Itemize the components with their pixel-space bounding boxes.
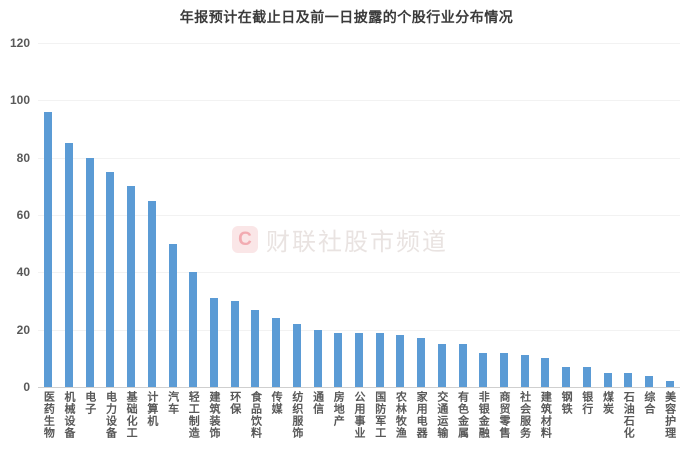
bar (520, 355, 529, 387)
x-axis-label: 通信 (311, 391, 324, 415)
bar (313, 329, 322, 387)
y-axis-tick-label: 120 (9, 36, 30, 50)
y-axis-tick-label: 20 (16, 322, 30, 337)
x-axis-label: 公用事业 (352, 391, 365, 439)
x-axis-label: 国防军工 (373, 391, 386, 439)
x-axis-label: 汽车 (166, 391, 179, 415)
gridline (38, 100, 680, 102)
bar (334, 332, 343, 387)
x-axis-label: 医药生物 (42, 391, 55, 439)
x-axis-label: 社会服务 (518, 391, 531, 439)
bar (499, 352, 508, 387)
bar (106, 172, 115, 387)
bar (417, 338, 426, 387)
bar (541, 358, 550, 387)
x-axis-label: 非银金融 (477, 391, 490, 439)
bar (147, 200, 156, 387)
bar (210, 298, 219, 387)
x-axis-label: 农林牧渔 (394, 391, 407, 439)
bar (44, 111, 53, 387)
x-axis-label: 美容护理 (663, 391, 676, 439)
bar (665, 381, 674, 387)
bar (355, 332, 363, 387)
gridline (38, 272, 680, 274)
bar (168, 243, 177, 387)
bar (189, 272, 198, 387)
gridline (38, 329, 680, 331)
watermark: C 财联社股市频道 (232, 222, 448, 257)
x-axis-line (38, 387, 680, 388)
chart-title: 年报预计在截止日及前一日披露的个股行业分布情况 (179, 9, 514, 25)
bar (272, 318, 281, 387)
x-axis-label: 钢铁 (560, 391, 573, 415)
y-axis-tick-label: 40 (16, 265, 30, 280)
bar (65, 143, 74, 387)
x-axis-label: 家用电器 (415, 391, 428, 439)
bar (292, 323, 301, 387)
watermark-logo-icon: C (232, 226, 258, 253)
bar (437, 344, 446, 387)
bar (479, 352, 488, 387)
x-axis-label: 电力设备 (104, 391, 117, 439)
gridline (38, 157, 680, 159)
x-axis-label: 机械设备 (63, 391, 76, 439)
x-axis-label: 建筑材料 (539, 391, 552, 439)
bar (582, 366, 591, 387)
x-axis-label: 银行 (580, 391, 593, 415)
x-axis-label: 环保 (228, 391, 241, 415)
bar (127, 186, 136, 387)
bar (396, 335, 405, 387)
bar (603, 372, 612, 387)
bar (562, 366, 571, 387)
x-axis-label: 煤炭 (601, 391, 614, 415)
x-axis-label: 传媒 (270, 391, 283, 415)
x-axis-label: 轻工制造 (187, 391, 200, 439)
x-axis-label: 电子 (83, 391, 96, 415)
y-axis-tick-label: 60 (16, 208, 30, 222)
watermark-text: 财联社股市频道 (266, 229, 448, 256)
x-axis-label: 食品饮料 (249, 391, 262, 439)
y-axis-tick-label: 80 (16, 150, 30, 165)
y-axis-tick-label: 0 (23, 380, 30, 394)
y-axis-tick-label: 100 (9, 93, 30, 108)
x-axis-labels: 医药生物 机械设备 电子 电力设备 基础化工 计算机 汽车 轻工制造 建筑装饰 环保 食品饮料 传媒纺… (38, 391, 680, 453)
x-axis-label: 综合 (642, 391, 655, 415)
x-axis-label: 房地产 (332, 391, 345, 427)
x-axis-label: 基础化工 (125, 391, 138, 439)
bar (85, 157, 94, 387)
x-axis-label: 纺织服饰 (290, 391, 303, 439)
gridline (38, 43, 680, 44)
x-axis-label: 建筑装饰 (208, 391, 221, 439)
plot-area (38, 43, 680, 388)
x-axis-label: 有色金属 (456, 391, 469, 439)
bar (230, 301, 239, 387)
x-axis-label: 交通运输 (435, 391, 448, 439)
bar (624, 372, 633, 387)
bar (644, 375, 653, 387)
x-axis-label: 石油石化 (622, 391, 635, 439)
x-axis-label: 计算机 (145, 391, 158, 427)
bar (375, 332, 384, 387)
bar (458, 344, 467, 387)
x-axis-label: 商贸零售 (497, 391, 510, 439)
bar (251, 309, 260, 387)
gridline (38, 215, 680, 216)
